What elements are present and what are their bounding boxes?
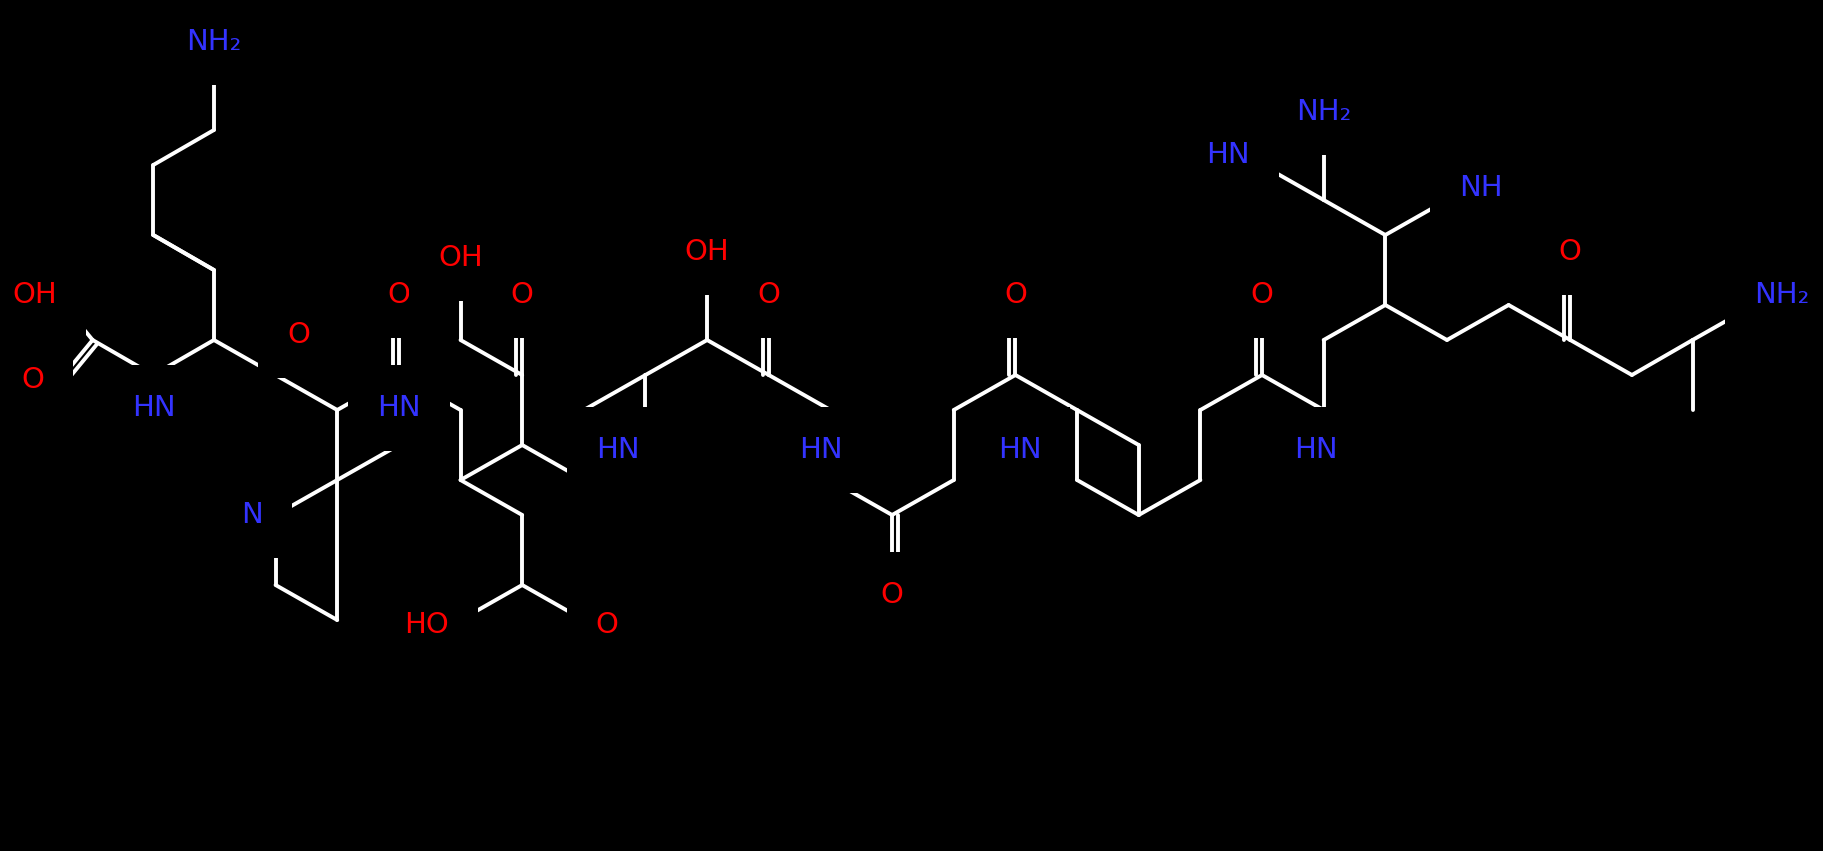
Text: O: O (22, 366, 44, 394)
Text: HN: HN (1294, 436, 1338, 464)
Text: HN: HN (377, 394, 421, 422)
Text: NH: NH (1458, 174, 1502, 202)
Text: OH: OH (685, 238, 729, 266)
Text: O: O (510, 281, 534, 309)
Text: N: N (241, 501, 263, 529)
Text: O: O (1004, 281, 1026, 309)
Text: HN: HN (997, 436, 1041, 464)
Text: HN: HN (798, 436, 842, 464)
Text: HN: HN (596, 436, 640, 464)
Text: O: O (288, 321, 310, 349)
Text: OH: OH (438, 244, 483, 272)
Text: O: O (596, 611, 618, 639)
Text: NH₂: NH₂ (1296, 98, 1351, 126)
Text: HO: HO (405, 611, 448, 639)
Text: O: O (388, 281, 410, 309)
Text: O: O (1251, 281, 1274, 309)
Text: HN: HN (1207, 141, 1251, 169)
Text: O: O (881, 581, 904, 609)
Text: NH₂: NH₂ (186, 28, 242, 56)
Text: O: O (1559, 238, 1582, 266)
Text: NH₂: NH₂ (1754, 281, 1810, 309)
Text: OH: OH (13, 281, 57, 309)
Text: HN: HN (133, 394, 177, 422)
Text: O: O (757, 281, 780, 309)
